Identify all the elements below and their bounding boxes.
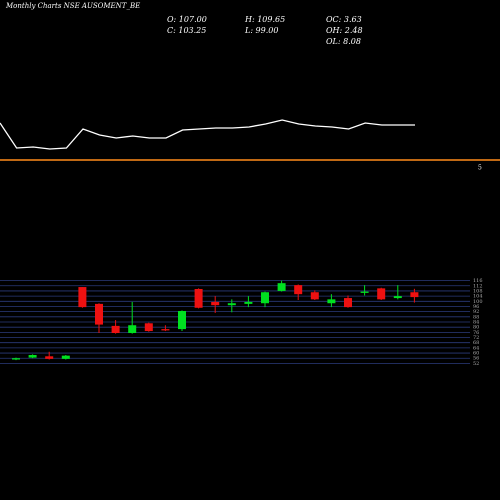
info-text: OL: 8.08 <box>326 37 361 46</box>
y-tick-label: 92 <box>473 309 479 315</box>
info-text: H: 109.65 <box>244 15 285 24</box>
candle-body <box>61 355 70 359</box>
y-tick-label: 116 <box>473 278 483 284</box>
info-text: C: 103.25 <box>167 26 206 35</box>
y-tick-label: 60 <box>473 351 479 357</box>
candle-body <box>244 301 253 304</box>
candle-body <box>45 356 54 359</box>
candle-body <box>277 283 286 291</box>
candle-body <box>344 298 352 308</box>
info-text: OC: 3.63 <box>326 15 362 24</box>
y-tick-label: 72 <box>473 335 479 341</box>
candle-body <box>161 329 170 331</box>
info-text: L: 99.00 <box>244 26 278 35</box>
y-tick-label: 56 <box>473 356 479 362</box>
price-line <box>0 119 415 150</box>
candle-body <box>211 301 220 306</box>
y-tick-label: 64 <box>473 345 479 351</box>
candle-body <box>294 285 303 295</box>
candle-body <box>310 292 319 300</box>
candle-body <box>28 355 37 358</box>
y-tick-label: 112 <box>473 283 483 289</box>
candle-body <box>78 287 87 308</box>
candle-body <box>111 325 120 333</box>
y-tick-label: 80 <box>473 325 479 331</box>
candle-body <box>194 289 203 308</box>
candle-body <box>178 311 186 330</box>
candle-body <box>261 292 269 304</box>
candle-body <box>144 323 153 332</box>
y-tick-label: 84 <box>473 320 479 326</box>
candle-body <box>128 325 137 333</box>
y-tick-label: 96 <box>473 304 479 310</box>
candle-body <box>393 296 402 299</box>
y-tick-label: 88 <box>473 314 479 320</box>
candle-body <box>95 303 103 325</box>
candle-body <box>410 292 419 298</box>
candle-body <box>327 299 336 304</box>
y-tick-label: 104 <box>473 294 483 300</box>
candle-body <box>12 358 20 360</box>
y-tick-label: 68 <box>473 340 479 346</box>
info-text: OH: 2.48 <box>326 26 363 35</box>
candle-body <box>227 303 236 306</box>
y-tick-label: 108 <box>473 288 483 294</box>
candle-body <box>377 288 386 300</box>
y-tick-label: 52 <box>473 361 479 367</box>
chart-title: Monthly Charts NSE AUSOMENT_BE <box>5 2 140 10</box>
reference-label: 5 <box>478 165 482 172</box>
y-tick-label: 100 <box>473 299 483 305</box>
info-text: O: 107.00 <box>167 15 207 24</box>
y-tick-label: 76 <box>473 330 479 336</box>
candle-body <box>360 291 369 293</box>
